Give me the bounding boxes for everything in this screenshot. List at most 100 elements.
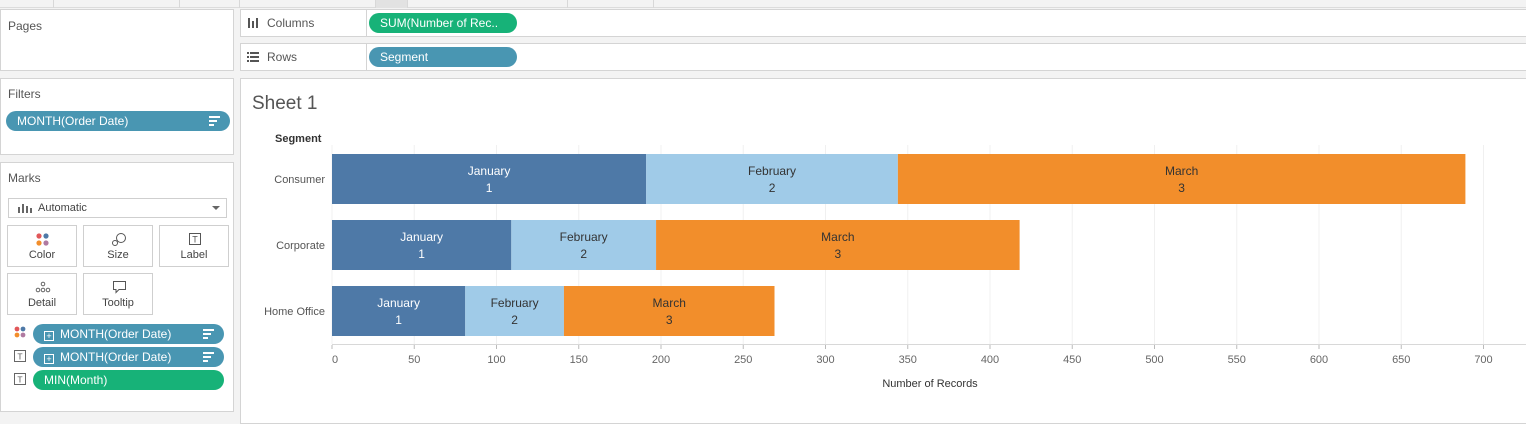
- sort-icon: [209, 116, 220, 126]
- svg-text:T: T: [17, 375, 22, 385]
- chevron-down-icon: [212, 206, 220, 210]
- x-tick-label: 600: [1310, 354, 1328, 366]
- filters-card[interactable]: Filters MONTH(Order Date): [0, 78, 234, 155]
- tooltip-button[interactable]: Tooltip: [83, 273, 153, 315]
- expand-icon[interactable]: +: [44, 354, 54, 364]
- rows-icon: [247, 52, 259, 62]
- x-tick-label: 550: [1228, 354, 1246, 366]
- data-label: January: [468, 164, 511, 178]
- x-tick-label: 0: [332, 354, 338, 366]
- tooltip-button-label: Tooltip: [102, 297, 134, 309]
- stacked-bar-chart: Segment Consumer January 1 February 2 March 3 Co…: [264, 133, 1526, 390]
- color-icon: [36, 233, 49, 246]
- data-label: February: [748, 164, 796, 178]
- bar-segment: [563, 286, 775, 336]
- tab-stub[interactable]: [568, 0, 654, 8]
- data-label: February: [560, 230, 608, 244]
- tab-stub[interactable]: [376, 0, 408, 8]
- data-label: 3: [666, 313, 673, 327]
- data-label: January: [377, 296, 420, 310]
- data-label: 2: [580, 247, 587, 261]
- color-button[interactable]: Color: [7, 225, 77, 267]
- x-tick-label: 650: [1392, 354, 1410, 366]
- tab-stub[interactable]: [180, 0, 240, 8]
- columns-label: Columns: [267, 16, 315, 30]
- columns-icon: [248, 18, 258, 28]
- color-encoding-pill[interactable]: + MONTH(Order Date): [33, 324, 224, 344]
- pages-title: Pages: [8, 19, 43, 33]
- data-label: 2: [511, 313, 518, 327]
- size-button-label: Size: [107, 249, 129, 261]
- x-tick-label: 250: [734, 354, 752, 366]
- size-button[interactable]: Size: [83, 225, 153, 267]
- x-tick-label: 50: [408, 354, 420, 366]
- mark-type-value: Automatic: [38, 202, 87, 214]
- row-header: Segment: [275, 133, 322, 145]
- x-axis-title: Number of Records: [882, 378, 978, 390]
- x-tick-label: 300: [816, 354, 834, 366]
- rows-label: Rows: [267, 50, 298, 64]
- columns-pill[interactable]: SUM(Number of Rec..: [369, 13, 517, 33]
- columns-pill-label: SUM(Number of Rec..: [380, 16, 499, 30]
- bar-segment: [332, 220, 512, 270]
- bar-segment: [465, 286, 564, 336]
- label-icon: T: [189, 233, 201, 245]
- marks-card: Marks Automatic Color Size T Label Detai…: [0, 162, 234, 412]
- expand-icon[interactable]: +: [44, 331, 54, 341]
- detail-button[interactable]: Detail: [7, 273, 77, 315]
- rows-pill[interactable]: Segment: [369, 47, 517, 67]
- x-tick-label: 400: [981, 354, 999, 366]
- label-icon: T: [14, 373, 26, 385]
- tab-stub[interactable]: [54, 0, 180, 8]
- shelf-divider: [366, 10, 367, 36]
- data-label: January: [400, 230, 443, 244]
- bar-segment: [332, 286, 466, 336]
- color-button-label: Color: [28, 249, 56, 261]
- x-tick-label: 100: [487, 354, 505, 366]
- data-label: 1: [486, 181, 493, 195]
- data-label: March: [1165, 164, 1198, 178]
- tab-stub[interactable]: [408, 0, 568, 8]
- data-label: 1: [395, 313, 402, 327]
- filter-pill-label: MONTH(Order Date): [17, 114, 129, 128]
- columns-shelf[interactable]: Columns SUM(Number of Rec..: [240, 9, 1526, 37]
- bar-segment: [646, 154, 898, 204]
- shelf-divider: [366, 44, 367, 70]
- filters-title: Filters: [8, 87, 41, 101]
- bar-chart-icon: [18, 204, 32, 213]
- tooltip-icon: [113, 281, 126, 294]
- category-label: Consumer: [274, 174, 325, 186]
- sheet-title: Sheet 1: [252, 93, 318, 114]
- filter-pill[interactable]: MONTH(Order Date): [6, 111, 230, 131]
- svg-text:T: T: [17, 352, 22, 362]
- x-tick-label: 150: [570, 354, 588, 366]
- bar-segment: [656, 220, 1020, 270]
- data-label: March: [653, 296, 686, 310]
- tab-stub[interactable]: [240, 0, 376, 8]
- rows-shelf[interactable]: Rows Segment: [240, 43, 1526, 71]
- label-icon: T: [14, 350, 26, 362]
- label-encoding-pill[interactable]: + MONTH(Order Date): [33, 347, 224, 367]
- bar-segment: [897, 154, 1466, 204]
- data-label: 1: [418, 247, 425, 261]
- rows-pill-label: Segment: [380, 50, 429, 64]
- encoding-pill-label: MIN(Month): [44, 373, 108, 387]
- x-tick-label: 450: [1063, 354, 1081, 366]
- mark-type-dropdown[interactable]: Automatic: [8, 198, 227, 218]
- x-tick-label: 350: [899, 354, 917, 366]
- x-tick-label: 200: [652, 354, 670, 366]
- bar-segment: [511, 220, 657, 270]
- encoding-pill-label: MONTH(Order Date): [60, 350, 172, 364]
- x-tick-label: 700: [1474, 354, 1492, 366]
- top-tab-strip: [0, 0, 1526, 8]
- label-encoding-pill[interactable]: MIN(Month): [33, 370, 224, 390]
- marks-title: Marks: [8, 171, 41, 185]
- label-button[interactable]: T Label: [159, 225, 229, 267]
- data-label: 3: [834, 247, 841, 261]
- pages-card[interactable]: Pages: [0, 9, 234, 71]
- category-label: Corporate: [276, 240, 325, 252]
- svg-text:T: T: [192, 235, 198, 245]
- data-label: 2: [769, 181, 776, 195]
- category-label: Home Office: [264, 306, 325, 318]
- tab-stub[interactable]: [0, 0, 54, 8]
